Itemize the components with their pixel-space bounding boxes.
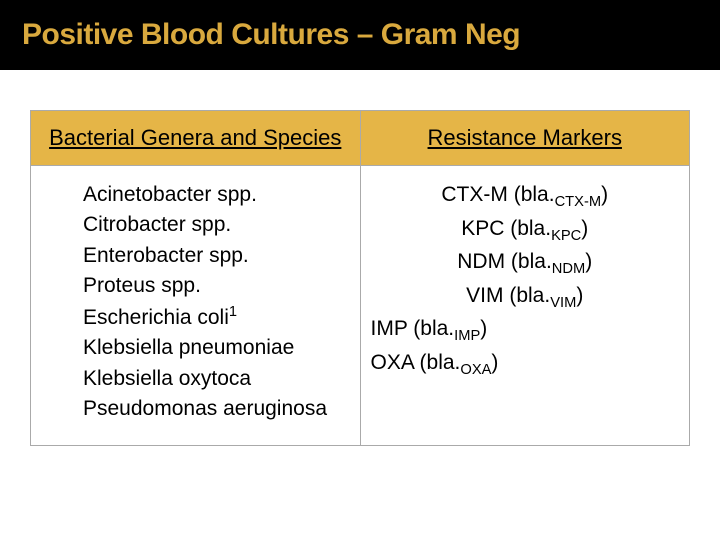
list-item: Enterobacter spp. bbox=[83, 241, 350, 271]
list-item: Pseudomonas aeruginosa bbox=[83, 394, 350, 424]
markers-cell: CTX-M (bla.CTX-M)KPC (bla.KPC)NDM (bla.N… bbox=[360, 166, 690, 446]
col-header-species: Bacterial Genera and Species bbox=[31, 111, 361, 166]
gene-subscript: IMP bbox=[454, 328, 480, 344]
gene-subscript: CTX-M bbox=[555, 194, 602, 210]
list-item: CTX-M (bla.CTX-M) bbox=[371, 180, 680, 214]
list-item: NDM (bla.NDM) bbox=[371, 247, 680, 281]
gene-subscript: KPC bbox=[551, 228, 581, 244]
table-row: Acinetobacter spp.Citrobacter spp.Entero… bbox=[31, 166, 690, 446]
list-item: OXA (bla.OXA) bbox=[371, 348, 680, 382]
list-item: Acinetobacter spp. bbox=[83, 180, 350, 210]
genera-markers-table: Bacterial Genera and Species Resistance … bbox=[30, 110, 690, 446]
list-item: Proteus spp. bbox=[83, 271, 350, 301]
gene-subscript: NDM bbox=[552, 261, 585, 277]
page-title: Positive Blood Cultures – Gram Neg bbox=[22, 18, 720, 52]
table-container: Bacterial Genera and Species Resistance … bbox=[0, 70, 720, 446]
footnote-ref: 1 bbox=[229, 304, 237, 320]
list-item: Klebsiella oxytoca bbox=[83, 364, 350, 394]
list-item: Escherichia coli1 bbox=[83, 302, 350, 333]
species-cell: Acinetobacter spp.Citrobacter spp.Entero… bbox=[31, 166, 361, 446]
list-item: IMP (bla.IMP) bbox=[371, 314, 680, 348]
title-band: Positive Blood Cultures – Gram Neg bbox=[0, 0, 720, 68]
gene-subscript: VIM bbox=[550, 295, 576, 311]
col-header-markers: Resistance Markers bbox=[360, 111, 690, 166]
list-item: Citrobacter spp. bbox=[83, 210, 350, 240]
list-item: VIM (bla.VIM) bbox=[371, 281, 680, 315]
gene-subscript: OXA bbox=[460, 362, 491, 378]
list-item: KPC (bla.KPC) bbox=[371, 214, 680, 248]
table-header-row: Bacterial Genera and Species Resistance … bbox=[31, 111, 690, 166]
list-item: Klebsiella pneumoniae bbox=[83, 333, 350, 363]
